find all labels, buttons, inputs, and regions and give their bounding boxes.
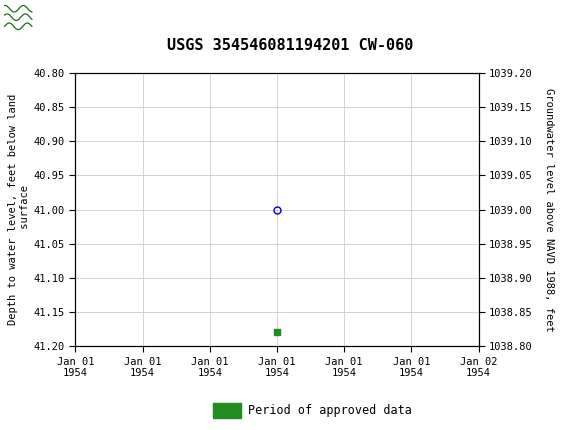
Text: Period of approved data: Period of approved data bbox=[248, 404, 412, 417]
Bar bbox=[3, 3, 72, 34]
Text: USGS 354546081194201 CW-060: USGS 354546081194201 CW-060 bbox=[167, 38, 413, 52]
Bar bbox=[213, 403, 241, 418]
Y-axis label: Groundwater level above NAVD 1988, feet: Groundwater level above NAVD 1988, feet bbox=[544, 88, 554, 332]
Y-axis label: Depth to water level, feet below land
 surface: Depth to water level, feet below land su… bbox=[8, 94, 30, 325]
Text: USGS: USGS bbox=[36, 11, 83, 26]
